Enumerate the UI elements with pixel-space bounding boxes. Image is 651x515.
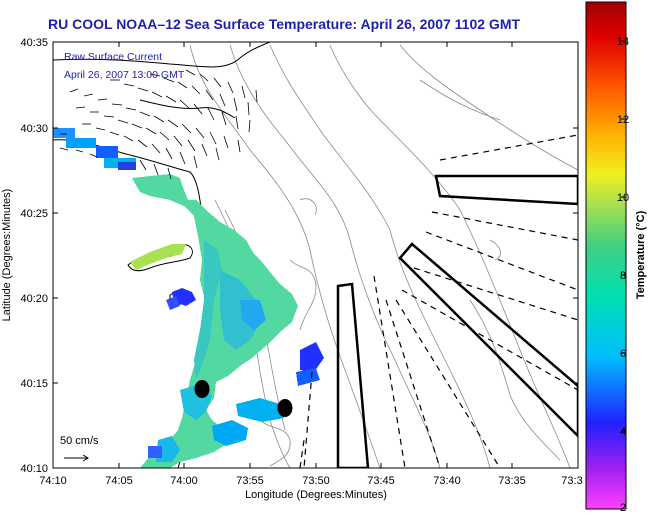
y-tick-label: 40:10 [20, 463, 48, 475]
colorbar-tick-label: 2 [620, 502, 626, 514]
x-axis-label: Longitude (Degrees:Minutes) [245, 489, 387, 501]
current-timestamp: April 26, 2007 13:00 GMT [64, 69, 185, 81]
y-axis-ticks [53, 41, 578, 469]
figure-title: RU COOL NOAA–12 Sea Surface Temperature:… [48, 16, 521, 32]
x-tick-label: 73:40 [433, 475, 461, 487]
radar-coverage-lines [299, 134, 578, 468]
x-tick-labels: 74:10 74:05 74:00 73:55 73:50 73:45 73:4… [39, 475, 582, 487]
current-label: Raw Surface Current [64, 51, 162, 63]
colorbar-tick-label: 8 [620, 270, 626, 282]
colorbar-tick-labels: 14 12 10 8 6 4 2 [617, 36, 629, 514]
x-tick-label: 73:35 [498, 475, 526, 487]
plot-area [53, 42, 578, 468]
colorbar-tick-label: 10 [617, 192, 629, 204]
colorbar-title: Temperature (°C) [635, 210, 647, 299]
colorbar-tick-label: 14 [617, 36, 629, 48]
y-tick-label: 40:25 [20, 208, 48, 220]
colorbar-tick-label: 12 [617, 114, 629, 126]
colorbar-ticks [621, 40, 626, 432]
scale-vector-label: 50 cm/s [60, 435, 99, 447]
x-tick-label: 74:05 [105, 475, 133, 487]
x-tick-label: 73:3 [561, 475, 582, 487]
x-tick-label: 73:55 [236, 475, 264, 487]
buoy-marker-2 [277, 399, 293, 417]
y-tick-label: 40:30 [20, 123, 48, 135]
x-axis-ticks [52, 42, 579, 468]
colorbar-tick-label: 4 [620, 426, 626, 438]
y-tick-label: 40:15 [20, 378, 48, 390]
surface-current-vectors [59, 69, 258, 180]
y-tick-label: 40:20 [20, 293, 48, 305]
scale-vector-arrow [64, 454, 89, 462]
y-axis-label: Latitude (Degrees:Minutes) [1, 189, 13, 322]
x-tick-label: 74:00 [170, 475, 198, 487]
x-tick-label: 73:45 [367, 475, 395, 487]
shipping-lane-outlines [336, 174, 578, 468]
buoy-marker-1 [194, 380, 210, 398]
y-tick-label: 40:35 [20, 37, 48, 49]
x-tick-label: 73:50 [302, 475, 330, 487]
colorbar [585, 1, 627, 510]
y-tick-labels: 40:35 40:30 40:25 40:20 40:15 40:10 [20, 37, 48, 475]
x-tick-label: 74:10 [39, 475, 67, 487]
colorbar-tick-label: 6 [620, 348, 626, 360]
